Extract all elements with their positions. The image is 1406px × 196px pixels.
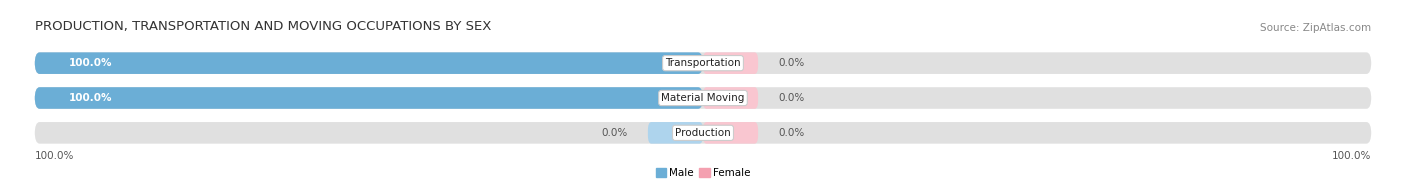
Text: 0.0%: 0.0%: [779, 58, 806, 68]
Text: 100.0%: 100.0%: [1331, 151, 1371, 161]
Legend: Male, Female: Male, Female: [655, 168, 751, 178]
FancyBboxPatch shape: [35, 87, 1371, 109]
FancyBboxPatch shape: [35, 52, 1371, 74]
FancyBboxPatch shape: [703, 122, 758, 144]
Text: 0.0%: 0.0%: [600, 128, 627, 138]
FancyBboxPatch shape: [35, 52, 703, 74]
Text: Production: Production: [675, 128, 731, 138]
FancyBboxPatch shape: [703, 87, 758, 109]
Text: 100.0%: 100.0%: [69, 93, 112, 103]
Text: PRODUCTION, TRANSPORTATION AND MOVING OCCUPATIONS BY SEX: PRODUCTION, TRANSPORTATION AND MOVING OC…: [35, 20, 491, 33]
Text: 100.0%: 100.0%: [35, 151, 75, 161]
Text: 0.0%: 0.0%: [779, 128, 806, 138]
Text: Transportation: Transportation: [665, 58, 741, 68]
FancyBboxPatch shape: [35, 87, 703, 109]
Text: 0.0%: 0.0%: [779, 93, 806, 103]
FancyBboxPatch shape: [703, 52, 758, 74]
FancyBboxPatch shape: [648, 122, 703, 144]
FancyBboxPatch shape: [35, 122, 1371, 144]
Text: Material Moving: Material Moving: [661, 93, 745, 103]
Text: 100.0%: 100.0%: [69, 58, 112, 68]
Text: Source: ZipAtlas.com: Source: ZipAtlas.com: [1260, 23, 1371, 33]
